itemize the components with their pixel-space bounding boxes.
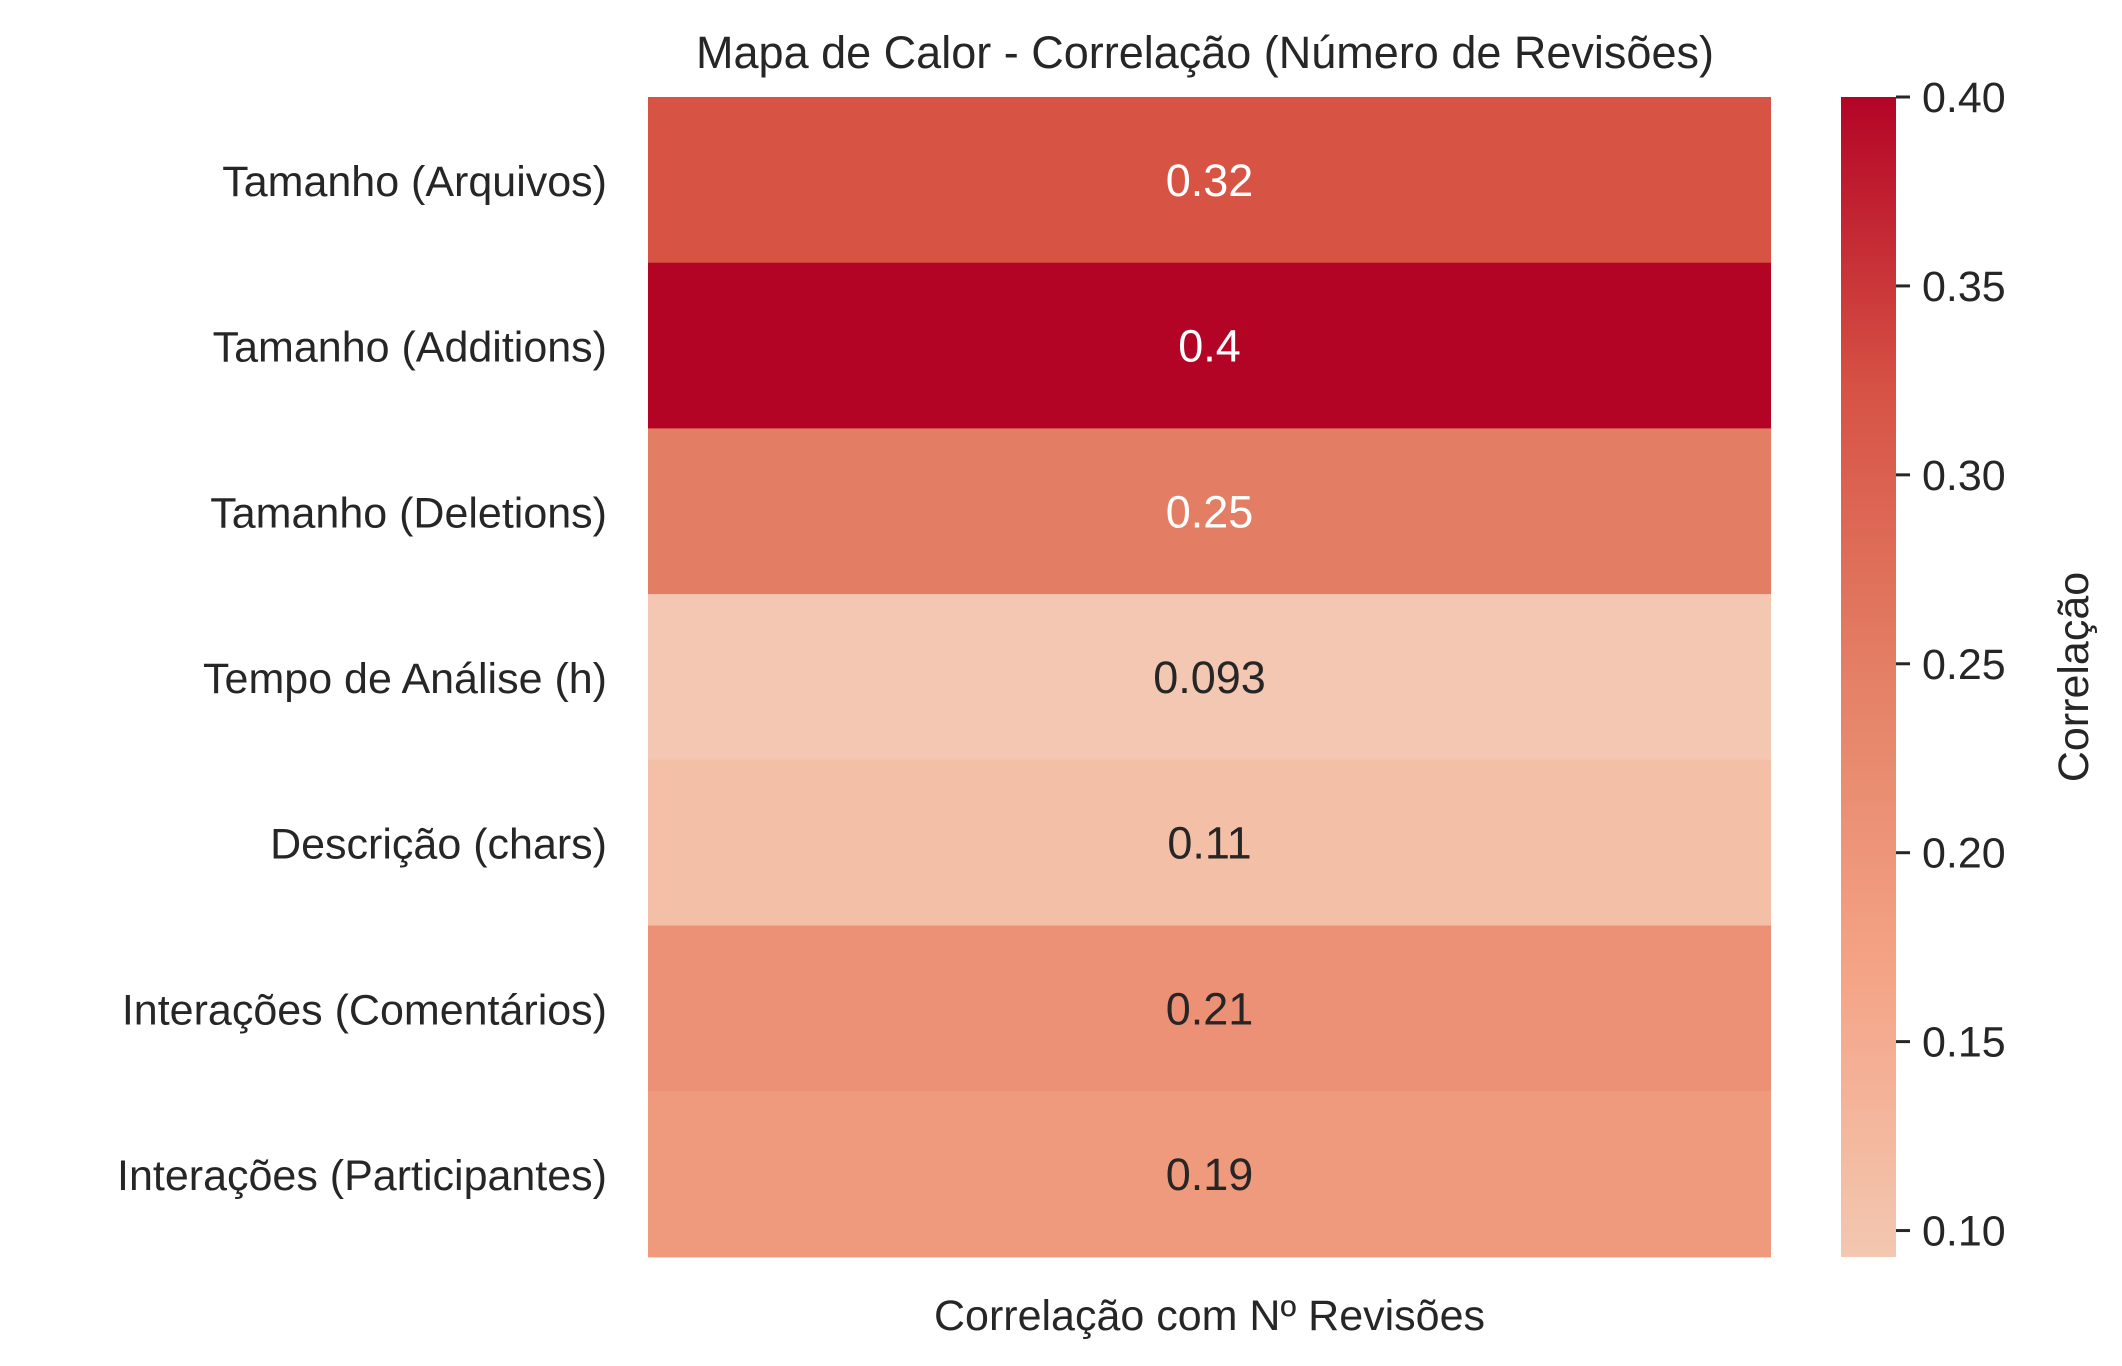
heatmap-annotation: 0.21 [1166, 983, 1254, 1034]
heatmap-annotation: 0.4 [1178, 321, 1241, 372]
y-tick-label: Tamanho (Deletions) [210, 489, 607, 537]
y-tick-label: Interações (Participantes) [117, 1152, 607, 1200]
colorbar-tick-label: 0.30 [1922, 452, 2006, 500]
heatmap-cell [648, 759, 1771, 926]
heatmap-cell [648, 925, 1771, 1092]
chart-title: Mapa de Calor - Correlação (Número de Re… [696, 27, 1714, 78]
colorbar-tick-label: 0.25 [1922, 641, 2006, 689]
y-tick-label: Descrição (chars) [270, 821, 607, 869]
heatmap-annotation: 0.25 [1166, 486, 1254, 537]
heatmap-annotation: 0.32 [1166, 155, 1254, 206]
heatmap-cell [648, 428, 1771, 595]
heatmap-annotation: 0.093 [1153, 652, 1266, 703]
colorbar-label: Correlação [2050, 572, 2098, 782]
heatmap-annotations: 0.32 0.4 0.25 0.093 0.11 0.21 0.19 [1153, 155, 1266, 1200]
colorbar-gradient [1841, 97, 1896, 1257]
colorbar-tick-label: 0.15 [1922, 1019, 2006, 1067]
y-tick-label: Tamanho (Arquivos) [222, 158, 607, 206]
heatmap-cell [648, 1091, 1771, 1258]
y-tick-label: Tamanho (Additions) [213, 324, 607, 372]
colorbar: 0.10 0.15 0.20 0.25 0.30 0.35 0.40 Correlação [1841, 74, 2098, 1257]
colorbar-tick-label: 0.10 [1922, 1208, 2006, 1256]
x-tick-label: Correlação com Nº Revisões [934, 1292, 1485, 1340]
heatmap-cells [648, 97, 1771, 1258]
y-tick-label: Interações (Comentários) [122, 986, 607, 1034]
x-tick-labels: Correlação com Nº Revisões [934, 1292, 1485, 1340]
y-tick-label: Tempo de Análise (h) [203, 655, 607, 703]
heatmap-cell [648, 262, 1771, 429]
heatmap-cell [648, 97, 1771, 264]
y-tick-labels: Tamanho (Arquivos) Tamanho (Additions) Tam… [117, 158, 607, 1200]
heatmap-annotation: 0.19 [1166, 1149, 1254, 1200]
colorbar-tick-label: 0.20 [1922, 830, 2006, 878]
colorbar-tick-label: 0.35 [1922, 263, 2006, 311]
heatmap-annotation: 0.11 [1167, 818, 1251, 869]
colorbar-tick-label: 0.40 [1922, 74, 2006, 122]
heatmap-cell [648, 594, 1771, 761]
